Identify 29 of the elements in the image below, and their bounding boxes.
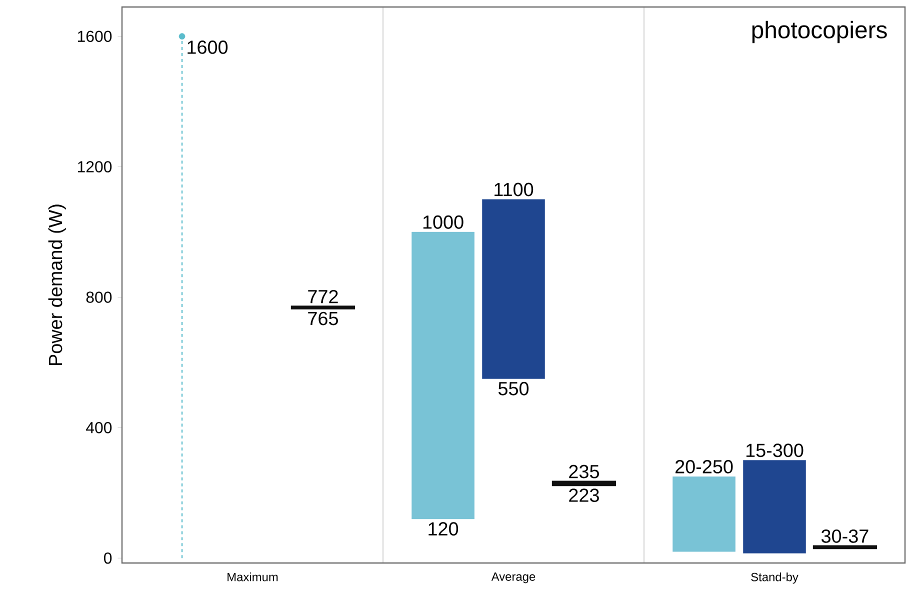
data-label: 772 — [308, 290, 338, 304]
x-tick-label: Maximum — [228, 572, 278, 582]
y-tick-label: 1200 — [78, 161, 112, 172]
data-label: 30-37 — [821, 529, 868, 543]
bar — [743, 460, 806, 554]
y-tick-label: 1600 — [78, 30, 112, 42]
y-tick-label: 800 — [86, 292, 112, 303]
data-label: 235 — [569, 464, 599, 478]
annotation: 765 — [308, 312, 338, 326]
bar — [812, 545, 878, 550]
y-tick-label: 400 — [86, 422, 112, 434]
bar — [412, 232, 474, 520]
bar — [482, 199, 545, 379]
bar — [552, 480, 616, 486]
annotation: 550 — [498, 382, 529, 396]
y-axis-title: Power demand (W) — [48, 204, 66, 365]
data-label: 1100 — [494, 182, 534, 196]
text: photocopiers — [752, 20, 887, 44]
y-tick-label: 0 — [104, 552, 112, 564]
x-tick-label: Stand-by — [751, 572, 798, 584]
data-label: 15-300 — [746, 444, 804, 458]
data-label: 1000 — [423, 215, 464, 229]
annotation: 223 — [569, 488, 599, 502]
annotation: 120 — [428, 522, 458, 536]
data-label: 20-250 — [676, 460, 733, 474]
bar — [672, 476, 736, 552]
bar — [290, 306, 356, 310]
x-tick-label: Average — [491, 572, 536, 584]
data-label: 1600 — [188, 40, 228, 54]
